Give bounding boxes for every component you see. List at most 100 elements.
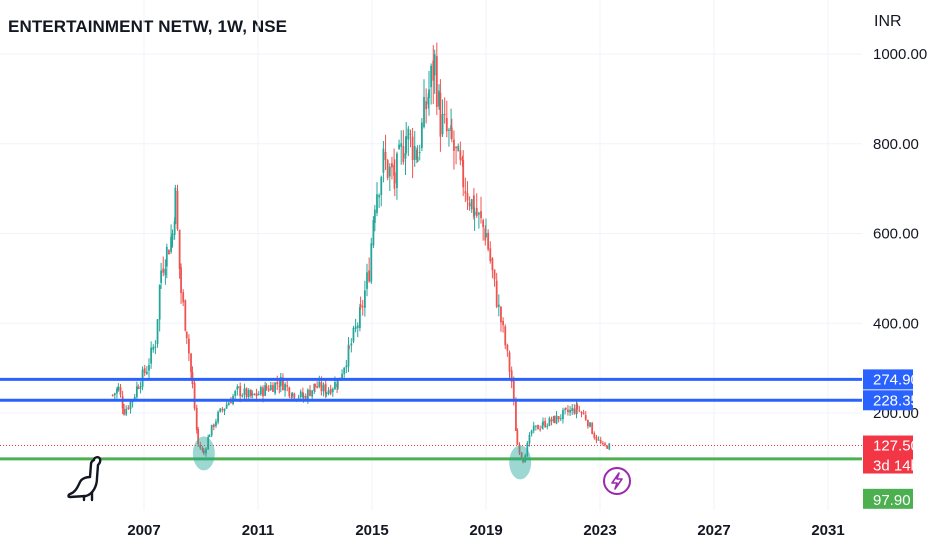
x-tick-label: 2019 bbox=[469, 522, 502, 539]
x-tick-label: 2007 bbox=[127, 522, 160, 539]
candle-body bbox=[542, 421, 544, 426]
candle-body bbox=[402, 146, 405, 163]
price-tag-label: 228.35 bbox=[873, 392, 919, 409]
candle-body bbox=[457, 145, 460, 152]
candle-body bbox=[604, 443, 606, 446]
candle-body bbox=[137, 387, 140, 389]
candle-body bbox=[143, 368, 146, 373]
highlight-circle[interactable] bbox=[509, 445, 532, 480]
candle-body bbox=[396, 153, 398, 188]
candle-body bbox=[504, 326, 507, 346]
candle-body bbox=[532, 425, 535, 431]
price-tag[interactable] bbox=[863, 488, 913, 509]
candle-body bbox=[459, 150, 462, 160]
candle-body bbox=[267, 388, 270, 391]
candle-body bbox=[546, 425, 549, 427]
candle-body bbox=[468, 202, 471, 207]
candle-body bbox=[537, 424, 539, 430]
candle-body bbox=[477, 212, 480, 215]
candle-body bbox=[116, 388, 118, 394]
candle-body bbox=[475, 207, 478, 216]
candle-body bbox=[205, 448, 207, 454]
candle-body bbox=[247, 390, 250, 397]
candle-body bbox=[343, 367, 346, 374]
candle-body bbox=[404, 153, 407, 159]
candle-body bbox=[441, 114, 444, 135]
candle-body bbox=[162, 268, 165, 273]
candle-body bbox=[322, 384, 325, 392]
candle-body bbox=[145, 371, 148, 374]
candle-body bbox=[133, 396, 136, 401]
candle-body bbox=[301, 392, 304, 398]
candle-body bbox=[352, 328, 355, 342]
candle-body bbox=[544, 420, 547, 428]
candle-body bbox=[462, 159, 465, 188]
candle-body bbox=[443, 113, 446, 115]
candle-body bbox=[324, 383, 327, 395]
candle-body bbox=[207, 437, 210, 450]
candle-body bbox=[348, 346, 351, 348]
candle-body bbox=[154, 346, 157, 348]
candle-body bbox=[515, 401, 517, 431]
lightning-icon[interactable] bbox=[603, 467, 631, 495]
highlight-circle[interactable] bbox=[192, 436, 215, 471]
candle-body bbox=[548, 418, 551, 426]
candle-body bbox=[119, 387, 122, 395]
candle-body bbox=[580, 411, 583, 414]
candle-body bbox=[550, 419, 553, 422]
candle-body bbox=[278, 385, 281, 387]
candle-body bbox=[286, 385, 289, 387]
y-tick-label: 600.00 bbox=[873, 226, 919, 243]
candle-body bbox=[455, 146, 457, 149]
candle-body bbox=[428, 89, 430, 99]
candle-body bbox=[284, 384, 286, 391]
candle-body bbox=[382, 148, 385, 173]
candle-body bbox=[304, 395, 307, 400]
candle-body bbox=[373, 209, 376, 223]
price-tag-label: 97.90 bbox=[873, 492, 911, 509]
candle-body bbox=[320, 382, 323, 392]
price-tag[interactable] bbox=[863, 390, 913, 411]
candle-body bbox=[230, 401, 232, 404]
candle-body bbox=[234, 391, 237, 397]
candle-body bbox=[439, 92, 442, 137]
candle-body bbox=[591, 423, 594, 435]
candle-body bbox=[413, 146, 416, 160]
candle-body bbox=[318, 381, 321, 387]
price-tag-label: 127.50 bbox=[873, 438, 919, 455]
candle-body bbox=[257, 393, 260, 395]
candle-body bbox=[510, 370, 513, 382]
candle-body bbox=[506, 344, 509, 351]
candle-body bbox=[314, 383, 316, 387]
candle-body bbox=[445, 118, 448, 132]
candle-body bbox=[219, 408, 222, 412]
candle-body bbox=[168, 250, 170, 255]
candle-body bbox=[264, 385, 267, 396]
candle-body bbox=[461, 157, 464, 162]
candle-body bbox=[160, 270, 162, 283]
price-tag[interactable] bbox=[863, 435, 913, 474]
candle-body bbox=[121, 395, 124, 409]
candle-body bbox=[420, 122, 423, 149]
candle-body bbox=[215, 421, 217, 427]
dinosaur-icon[interactable] bbox=[67, 456, 102, 502]
candle-body bbox=[423, 96, 425, 128]
candle-body bbox=[225, 404, 228, 409]
candle-body bbox=[197, 429, 200, 445]
candle-body bbox=[276, 382, 279, 385]
highlight-circles bbox=[192, 436, 532, 480]
candle-body bbox=[202, 450, 205, 454]
candle-body bbox=[358, 307, 361, 329]
x-tick-label: 2015 bbox=[355, 522, 388, 539]
candle-body bbox=[282, 377, 284, 391]
candle-body bbox=[508, 352, 511, 372]
price-tag[interactable] bbox=[863, 369, 913, 390]
candle-body bbox=[201, 448, 204, 451]
candle-body bbox=[125, 408, 128, 415]
currency-label: INR bbox=[874, 13, 902, 30]
candle-body bbox=[539, 428, 542, 430]
x-tick-label: 2027 bbox=[697, 522, 730, 539]
y-tick-label: 800.00 bbox=[873, 136, 919, 153]
candle-body bbox=[269, 385, 272, 391]
